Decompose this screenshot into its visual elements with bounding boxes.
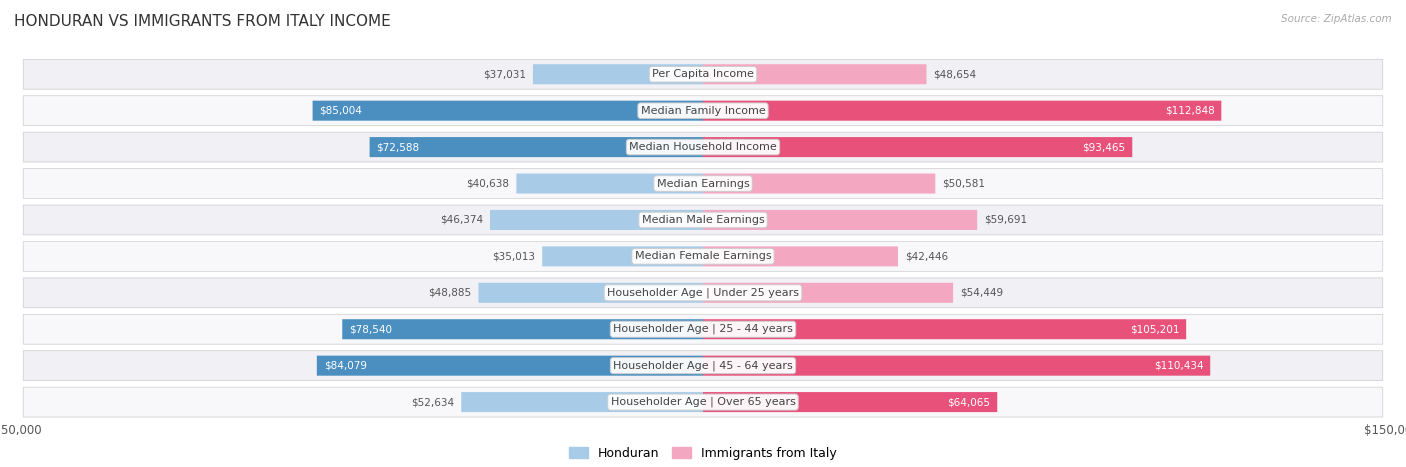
Text: Median Female Earnings: Median Female Earnings (634, 251, 772, 262)
Text: $112,848: $112,848 (1164, 106, 1215, 116)
FancyBboxPatch shape (312, 101, 703, 120)
FancyBboxPatch shape (24, 278, 1382, 308)
FancyBboxPatch shape (342, 319, 703, 339)
FancyBboxPatch shape (316, 356, 703, 375)
FancyBboxPatch shape (24, 387, 1382, 417)
FancyBboxPatch shape (24, 351, 1382, 381)
Text: $46,374: $46,374 (440, 215, 484, 225)
Text: $84,079: $84,079 (323, 361, 367, 371)
FancyBboxPatch shape (703, 101, 1222, 120)
Text: $52,634: $52,634 (411, 397, 454, 407)
Text: Householder Age | Over 65 years: Householder Age | Over 65 years (610, 397, 796, 407)
Text: Median Male Earnings: Median Male Earnings (641, 215, 765, 225)
Text: $35,013: $35,013 (492, 251, 536, 262)
FancyBboxPatch shape (703, 137, 1132, 157)
FancyBboxPatch shape (478, 283, 703, 303)
Text: $64,065: $64,065 (948, 397, 990, 407)
FancyBboxPatch shape (703, 283, 953, 303)
Text: Householder Age | 45 - 64 years: Householder Age | 45 - 64 years (613, 361, 793, 371)
FancyBboxPatch shape (461, 392, 703, 412)
Text: $72,588: $72,588 (377, 142, 419, 152)
FancyBboxPatch shape (24, 241, 1382, 271)
FancyBboxPatch shape (703, 319, 1187, 339)
Text: Median Earnings: Median Earnings (657, 178, 749, 189)
Text: $78,540: $78,540 (349, 324, 392, 334)
FancyBboxPatch shape (516, 174, 703, 193)
Text: $40,638: $40,638 (467, 178, 509, 189)
FancyBboxPatch shape (491, 210, 703, 230)
FancyBboxPatch shape (24, 205, 1382, 235)
FancyBboxPatch shape (24, 96, 1382, 126)
Text: Source: ZipAtlas.com: Source: ZipAtlas.com (1281, 14, 1392, 24)
Text: Median Family Income: Median Family Income (641, 106, 765, 116)
FancyBboxPatch shape (543, 247, 703, 266)
Text: $42,446: $42,446 (905, 251, 948, 262)
Text: $85,004: $85,004 (319, 106, 363, 116)
FancyBboxPatch shape (703, 210, 977, 230)
FancyBboxPatch shape (703, 64, 927, 84)
Text: Householder Age | 25 - 44 years: Householder Age | 25 - 44 years (613, 324, 793, 334)
Text: $54,449: $54,449 (960, 288, 1002, 298)
Text: $48,654: $48,654 (934, 69, 977, 79)
Text: $105,201: $105,201 (1130, 324, 1180, 334)
FancyBboxPatch shape (703, 392, 997, 412)
Text: $50,581: $50,581 (942, 178, 986, 189)
Legend: Honduran, Immigrants from Italy: Honduran, Immigrants from Italy (564, 442, 842, 465)
FancyBboxPatch shape (703, 356, 1211, 375)
Text: $110,434: $110,434 (1154, 361, 1204, 371)
FancyBboxPatch shape (703, 174, 935, 193)
FancyBboxPatch shape (24, 314, 1382, 344)
Text: Per Capita Income: Per Capita Income (652, 69, 754, 79)
Text: $59,691: $59,691 (984, 215, 1028, 225)
Text: HONDURAN VS IMMIGRANTS FROM ITALY INCOME: HONDURAN VS IMMIGRANTS FROM ITALY INCOME (14, 14, 391, 29)
Text: $37,031: $37,031 (484, 69, 526, 79)
Text: $93,465: $93,465 (1083, 142, 1125, 152)
FancyBboxPatch shape (24, 132, 1382, 162)
FancyBboxPatch shape (24, 59, 1382, 89)
FancyBboxPatch shape (703, 247, 898, 266)
FancyBboxPatch shape (370, 137, 703, 157)
Text: Householder Age | Under 25 years: Householder Age | Under 25 years (607, 288, 799, 298)
Text: Median Household Income: Median Household Income (628, 142, 778, 152)
FancyBboxPatch shape (533, 64, 703, 84)
FancyBboxPatch shape (24, 169, 1382, 198)
Text: $48,885: $48,885 (429, 288, 471, 298)
